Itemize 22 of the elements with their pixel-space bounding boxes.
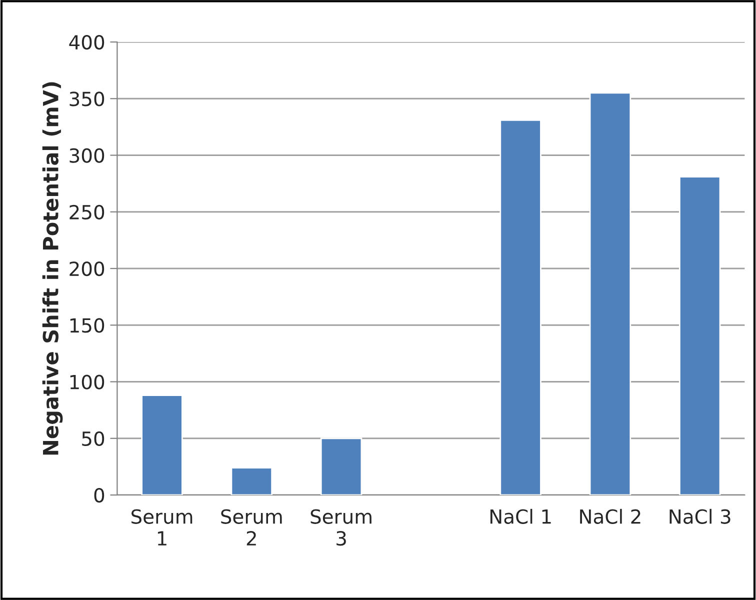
x-tick-label: Serum 1 xyxy=(132,509,192,546)
bar xyxy=(230,467,273,495)
y-tick-label: 300 xyxy=(70,148,104,163)
y-tick-label: 200 xyxy=(70,261,104,276)
bar xyxy=(678,176,721,495)
bar xyxy=(589,92,632,495)
x-tick-label: NaCl 2 xyxy=(580,508,640,524)
x-tick-label: NaCl 3 xyxy=(670,508,730,524)
x-tick-label: Serum 3 xyxy=(310,509,372,546)
y-axis-title: Negative Shift in Potential (mV) xyxy=(42,82,63,455)
x-tick-label: NaCl 1 xyxy=(490,508,551,524)
bar xyxy=(141,394,183,495)
y-tick-label: 350 xyxy=(70,92,104,106)
y-tick-label: 50 xyxy=(82,431,104,446)
y-tick-label: 400 xyxy=(69,34,104,50)
y-tick-label: 250 xyxy=(70,204,104,220)
bar xyxy=(320,438,362,495)
y-tick-label: 100 xyxy=(70,374,104,390)
y-tick-label: 150 xyxy=(70,318,104,333)
bar xyxy=(500,119,542,495)
x-tick-label: Serum 2 xyxy=(221,509,282,546)
y-tick-label: 0 xyxy=(94,488,104,503)
